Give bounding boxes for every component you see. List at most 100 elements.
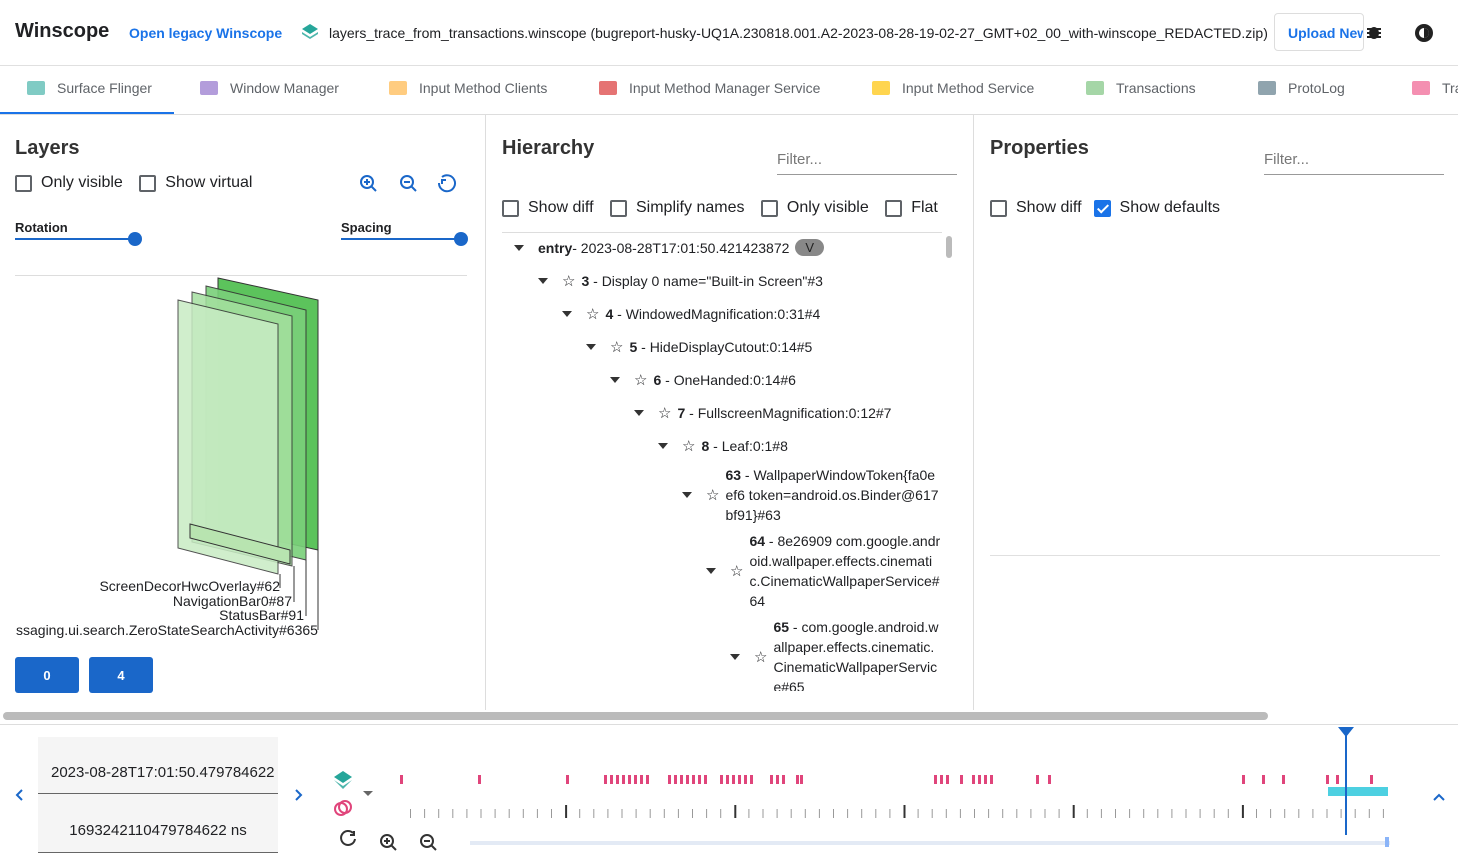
display-button[interactable]: 0 — [15, 657, 79, 693]
checkbox[interactable]: Only visible — [15, 174, 123, 192]
timeline-tick — [833, 809, 834, 818]
tree-row[interactable]: ☆ 63 - WallpaperWindowToken{fa0eef6 token… — [514, 462, 942, 528]
star-icon[interactable]: ☆ — [634, 371, 648, 389]
timeline-tick — [875, 809, 877, 818]
checkbox[interactable]: Show diff — [990, 199, 1082, 217]
tab-icon — [389, 81, 407, 95]
tree-row[interactable]: ☆ 7 - FullscreenMagnification:0:12#7 — [514, 396, 942, 429]
timeline-tick — [565, 805, 568, 818]
tab[interactable]: ProtoLog — [1258, 80, 1345, 96]
star-icon[interactable]: ☆ — [754, 649, 768, 666]
tab[interactable]: Transactions — [1086, 80, 1196, 96]
timeline-tick — [692, 809, 693, 818]
file-name: layers_trace_from_transactions.winscope … — [329, 25, 1268, 41]
expand-arrow[interactable] — [682, 492, 692, 498]
timeline-tick — [628, 775, 631, 784]
node-text: 4 - WindowedMagnification:0:31#4 — [605, 301, 820, 327]
tree-row[interactable]: entry - 2023-08-28T17:01:50.421423872 V — [514, 231, 942, 264]
tab[interactable]: Tra — [1412, 80, 1458, 96]
expand-arrow[interactable] — [706, 568, 716, 574]
timeline-tick — [847, 809, 849, 818]
star-icon[interactable]: ☆ — [586, 305, 600, 323]
timeline-tick — [990, 775, 993, 784]
timeline-tick — [438, 809, 440, 818]
timeline-tick — [1044, 809, 1046, 818]
scrollbar[interactable] — [946, 236, 952, 258]
checkbox[interactable]: Show diff — [502, 199, 594, 217]
timeline-tick — [1336, 775, 1339, 784]
star-icon[interactable]: ☆ — [610, 338, 624, 356]
expand-arrow[interactable] — [562, 310, 572, 317]
tree-row[interactable]: ☆ 3 - Display 0 name="Built-in Screen"#3 — [514, 264, 942, 297]
node-text: 65 - com.google.android.wallpaper.effect… — [773, 614, 942, 691]
timeline-tick — [734, 805, 737, 818]
display-button[interactable]: 4 — [89, 657, 153, 693]
tab-label: Tra — [1442, 80, 1458, 96]
upload-button[interactable]: Upload New — [1274, 13, 1364, 51]
filter-input[interactable]: Filter... — [1264, 151, 1444, 175]
tab-icon — [200, 81, 218, 95]
legacy-link[interactable]: Open legacy Winscope — [129, 25, 283, 41]
timeline-tick — [762, 809, 764, 818]
zoom-controls[interactable] — [358, 172, 463, 196]
star-icon[interactable]: ☆ — [562, 272, 576, 290]
tree-row[interactable]: ☆ 5 - HideDisplayCutout:0:14#5 — [514, 330, 942, 363]
timeline-tick — [1227, 809, 1229, 818]
timeline-tick — [818, 809, 820, 818]
timeline-tick — [940, 775, 943, 784]
star-icon[interactable]: ☆ — [658, 404, 672, 422]
timeline-tick — [1370, 775, 1373, 784]
node-time: - 2023-08-28T17:01:50.421423872 — [572, 239, 790, 256]
tab[interactable]: Input Method Service — [872, 80, 1034, 96]
tab[interactable]: Surface Flinger — [27, 80, 152, 96]
expand-arrow[interactable] — [658, 442, 668, 449]
timeline-tick — [1213, 809, 1215, 818]
timeline-tick — [646, 775, 649, 784]
star-icon[interactable]: ☆ — [682, 437, 696, 455]
expand-arrow[interactable] — [538, 277, 548, 284]
timeline-tick — [635, 809, 637, 818]
panel-title: Layers — [15, 137, 80, 159]
expand-arrow[interactable] — [634, 409, 644, 416]
expand-arrow[interactable] — [586, 343, 596, 350]
node-label: - WallpaperWindowToken{fa0eef6 token=and… — [725, 467, 939, 523]
timeline-tick — [622, 775, 625, 784]
checkbox[interactable]: Simplify names — [609, 199, 744, 217]
tree-row[interactable]: ☆ 64 - 8e26909 com.google.android.wallpap… — [514, 528, 942, 614]
divider — [485, 115, 486, 710]
tab[interactable]: Input Method Manager Service — [599, 80, 820, 96]
star-icon[interactable]: ☆ — [730, 563, 744, 580]
timeline-tick — [1298, 809, 1300, 818]
star-icon[interactable]: ☆ — [706, 487, 720, 504]
ns-input[interactable]: 1693242110479784622 ns — [38, 816, 278, 853]
nav-arrows[interactable] — [15, 789, 1445, 801]
expand-arrow[interactable] — [610, 376, 620, 383]
checkbox[interactable]: Flat — [885, 199, 938, 217]
timeline-tick — [698, 775, 701, 784]
tree-row[interactable]: ☆ 65 - com.google.android.wallpaper.effec… — [514, 614, 942, 691]
tree-row[interactable]: ☆ 4 - WindowedMagnification:0:31#4 — [514, 297, 942, 330]
timeline-tick — [917, 809, 919, 818]
sliders[interactable] — [15, 230, 475, 250]
timeline-tick — [704, 775, 707, 784]
tab-label: Surface Flinger — [57, 80, 152, 96]
filter-input[interactable]: Filter... — [777, 151, 957, 175]
slider-label: Rotation — [15, 220, 68, 235]
node-id: 64 — [749, 533, 766, 549]
horizontal-scrollbar[interactable] — [3, 712, 1268, 720]
tree-row[interactable]: ☆ 8 - Leaf:0:1#8 — [514, 429, 942, 462]
tree-row[interactable]: ☆ 6 - OneHanded:0:14#6 — [514, 363, 942, 396]
checkbox[interactable]: Show virtual — [139, 174, 252, 192]
checkbox[interactable]: Only visible — [760, 199, 869, 217]
timeline-tick — [1048, 775, 1051, 784]
timeline-tick — [677, 809, 679, 818]
bug-icon[interactable] — [1364, 22, 1384, 42]
tab[interactable]: Window Manager — [200, 80, 339, 96]
expand-arrow[interactable] — [730, 654, 740, 660]
theme-icon[interactable] — [1413, 22, 1435, 44]
timeline-tick — [1242, 775, 1245, 784]
checkbox[interactable]: Show defaults — [1093, 199, 1220, 217]
tab-icon — [872, 81, 890, 95]
timestamp-input[interactable]: 2023-08-28T17:01:50.479784622 — [38, 758, 278, 794]
tab[interactable]: Input Method Clients — [389, 80, 547, 96]
